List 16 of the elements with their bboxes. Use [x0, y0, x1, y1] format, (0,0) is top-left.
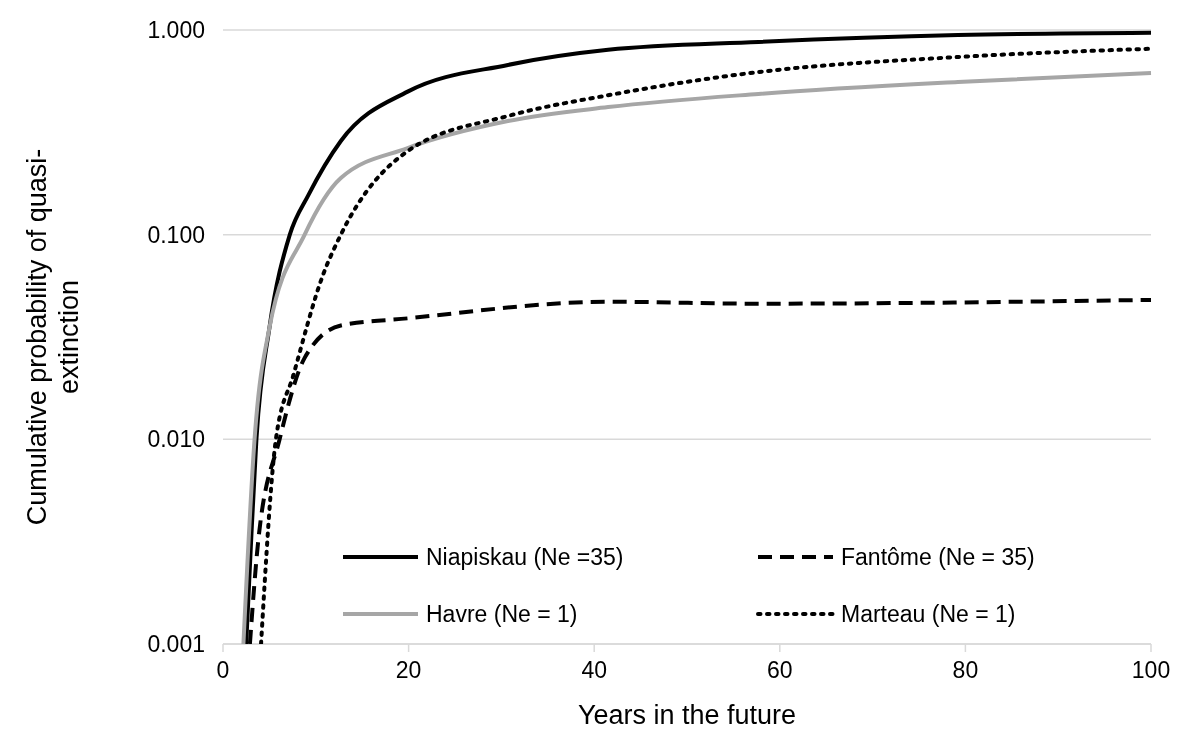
x-tick-label: 80: [952, 657, 979, 683]
y-tick-label: 0.010: [147, 426, 205, 453]
x-tick-label: 60: [767, 657, 793, 683]
legend-label: Marteau (Ne = 1): [841, 601, 1016, 627]
y-tick-label: 0.100: [147, 221, 205, 248]
legend-label: Havre (Ne = 1): [426, 601, 578, 627]
x-tick-label: 20: [395, 657, 422, 683]
x-tick-label: 40: [581, 657, 607, 683]
x-tick-label: 0: [216, 657, 230, 683]
legend-label: Fantôme (Ne = 35): [841, 544, 1035, 570]
y-axis-title: Cumulative probability of quasi-extinction: [22, 148, 84, 526]
y-tick-label: 1.000: [147, 17, 205, 43]
y-tick-label: 0.001: [147, 631, 205, 657]
x-axis-title: Years in the future: [577, 700, 797, 730]
legend-label: Niapiskau (Ne =35): [426, 544, 624, 570]
x-tick-label: 100: [1131, 657, 1171, 683]
